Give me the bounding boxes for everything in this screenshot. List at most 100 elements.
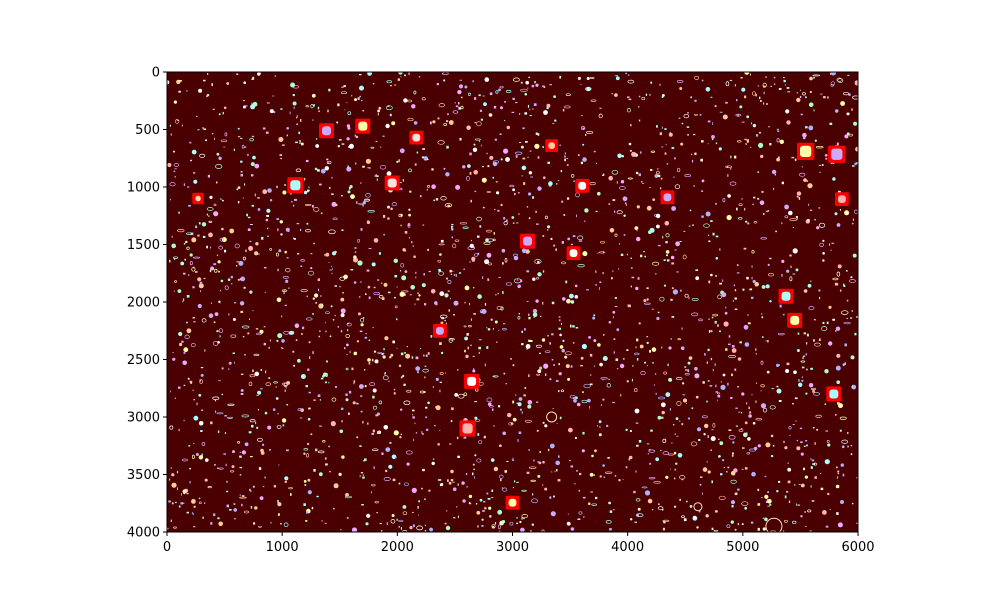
blob [171, 243, 176, 249]
blob [480, 311, 483, 313]
blob [421, 156, 424, 159]
blob [608, 175, 613, 181]
blob [267, 227, 269, 230]
blob [181, 124, 183, 127]
blob [786, 362, 790, 366]
blob [400, 213, 403, 217]
blob [816, 226, 820, 230]
blob [504, 120, 506, 122]
blob [439, 430, 441, 431]
blob [449, 443, 452, 445]
blob [800, 452, 804, 456]
blob [558, 455, 560, 458]
blob [474, 97, 477, 100]
blob [638, 119, 641, 122]
blob-outline [815, 146, 824, 149]
blob [639, 151, 642, 154]
detection-box [409, 130, 424, 145]
blob [479, 339, 482, 341]
blob [330, 305, 333, 308]
blob [183, 272, 186, 275]
blob-outline [634, 352, 640, 356]
blob-outline [703, 223, 710, 228]
blob [340, 308, 346, 314]
blob [744, 342, 750, 347]
blob [695, 395, 699, 399]
blob [174, 397, 176, 399]
blob [324, 166, 329, 171]
blob [398, 482, 401, 485]
blob [783, 440, 785, 444]
blob [528, 339, 531, 342]
blob [767, 491, 769, 493]
blob [804, 96, 807, 99]
blob-outline [394, 305, 398, 309]
blob [183, 183, 185, 186]
blob [795, 268, 799, 272]
blob [425, 406, 428, 409]
blob [674, 157, 676, 160]
blob [412, 409, 415, 412]
blob [459, 79, 462, 81]
blob [244, 354, 246, 356]
blob [276, 218, 280, 220]
blob [465, 354, 469, 359]
blob [193, 415, 199, 421]
blob [854, 162, 857, 166]
blob [450, 273, 453, 276]
blob [774, 173, 776, 176]
blob [609, 528, 612, 531]
blob [659, 132, 662, 136]
blob [689, 209, 692, 212]
blob [427, 248, 429, 251]
blob [279, 154, 283, 156]
blob [765, 340, 767, 342]
blob [416, 298, 420, 301]
blob [254, 251, 259, 256]
blob [554, 119, 557, 122]
blob [647, 498, 653, 504]
blob [609, 510, 613, 513]
blob [743, 324, 749, 330]
blob [618, 268, 620, 270]
blob-outline [789, 218, 798, 221]
blob [366, 513, 371, 518]
blob [381, 353, 384, 356]
blob [447, 113, 449, 116]
blob [277, 333, 283, 339]
blob [754, 282, 759, 287]
blob [563, 214, 566, 216]
blob [789, 254, 792, 257]
blob [834, 212, 838, 216]
blob-outline [815, 414, 822, 418]
blob [600, 404, 602, 406]
y-tick-label: 3500 [127, 468, 160, 483]
blob [625, 204, 627, 206]
blob [595, 284, 597, 286]
blob-outline [284, 267, 291, 273]
blob [248, 245, 254, 251]
blob-outline [517, 316, 521, 320]
blob [384, 372, 386, 374]
blob [194, 271, 198, 273]
blob [584, 208, 589, 213]
blob [262, 486, 265, 488]
blob [643, 299, 647, 303]
blob [346, 137, 350, 141]
blob [197, 234, 200, 237]
blob [528, 171, 533, 175]
blob [712, 232, 715, 236]
blob [210, 266, 215, 271]
blob [518, 397, 523, 401]
blob [736, 207, 738, 211]
blob [189, 467, 192, 470]
blob [569, 293, 574, 299]
blob [265, 131, 269, 134]
blob [455, 184, 461, 190]
blob [243, 106, 246, 109]
blob [422, 224, 425, 226]
blob [739, 341, 742, 344]
blob [792, 227, 794, 228]
blob [427, 401, 430, 405]
blob [524, 112, 528, 115]
